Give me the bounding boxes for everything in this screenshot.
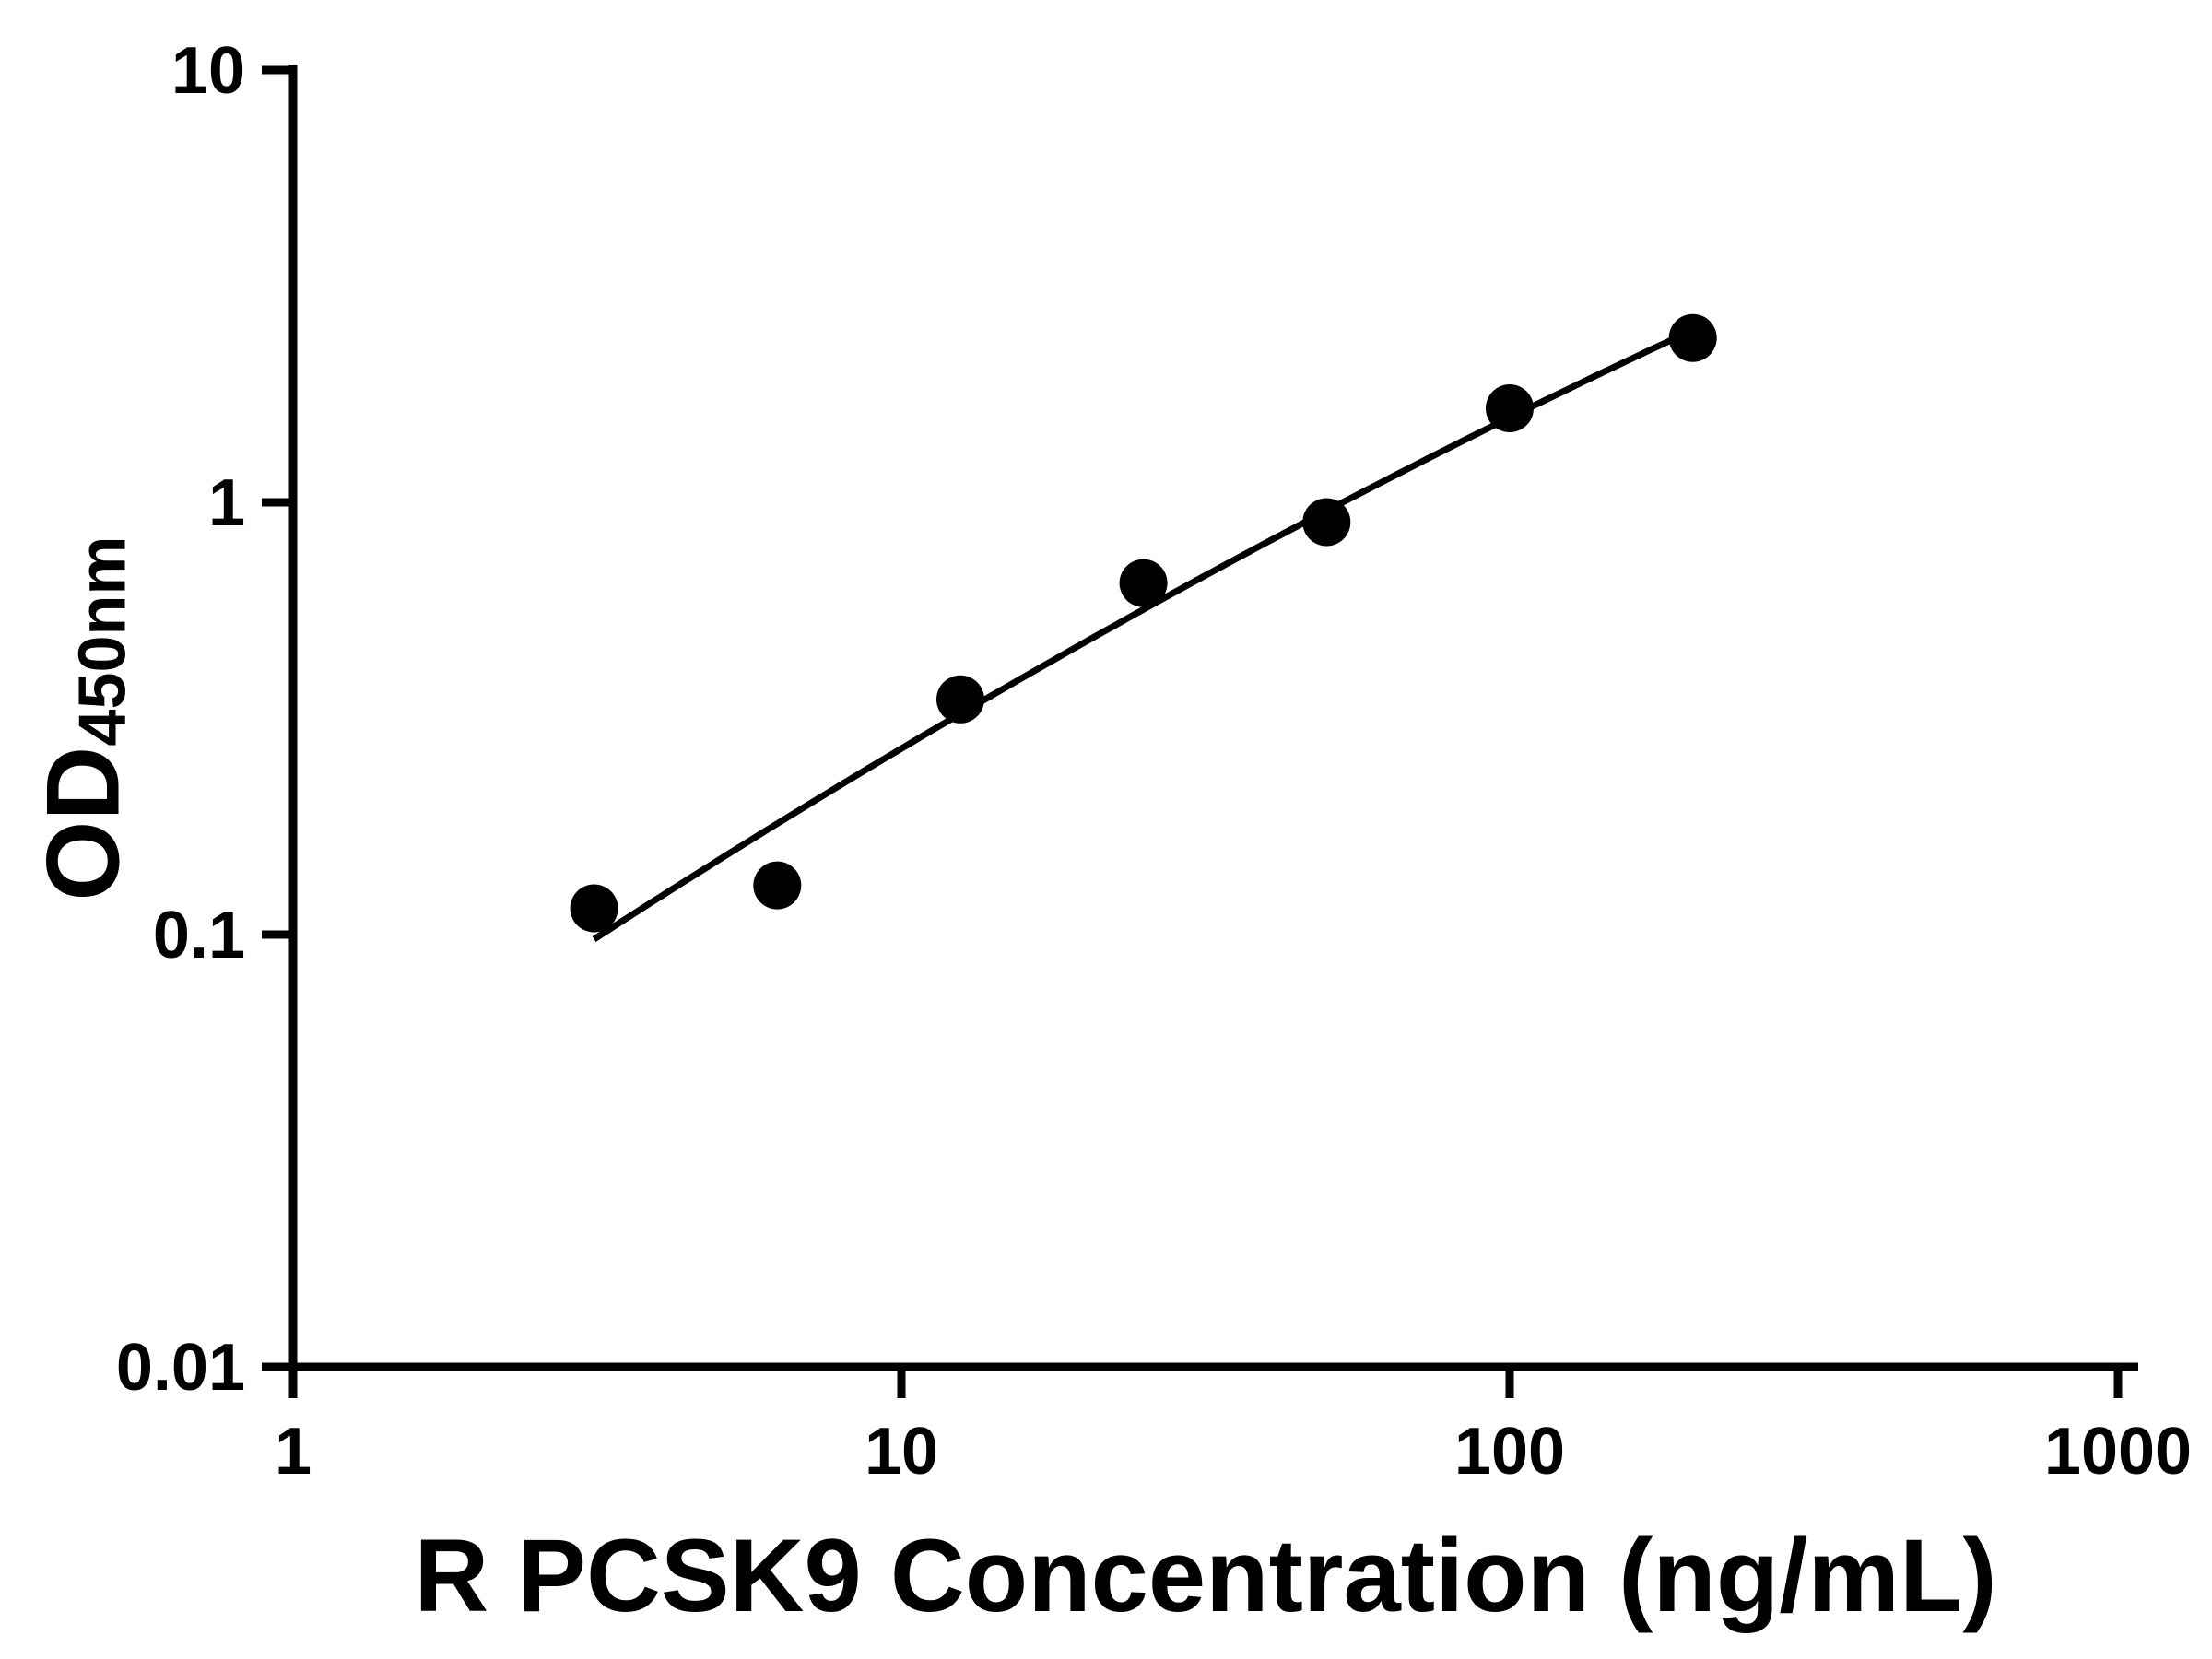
- y-tick-label: 0.01: [116, 1331, 245, 1405]
- y-tick-label: 10: [171, 34, 245, 108]
- x-tick-label: 100: [1454, 1415, 1565, 1488]
- data-point: [1668, 313, 1717, 362]
- data-point: [1486, 384, 1534, 432]
- data-point: [570, 884, 618, 933]
- x-tick-label: 1: [275, 1415, 312, 1488]
- data-point: [753, 861, 802, 910]
- y-tick-label: 1: [208, 466, 245, 540]
- x-tick-label: 1000: [2044, 1415, 2192, 1488]
- x-tick-label: 10: [865, 1415, 938, 1488]
- axes-spines: [288, 65, 2138, 1371]
- data-point: [936, 675, 984, 724]
- y-tick-label: 0.1: [153, 899, 245, 972]
- data-point: [1119, 559, 1168, 607]
- data-point: [1302, 498, 1351, 547]
- x-axis-label: R PCSK9 Concentration (ng/mL): [414, 1518, 1997, 1633]
